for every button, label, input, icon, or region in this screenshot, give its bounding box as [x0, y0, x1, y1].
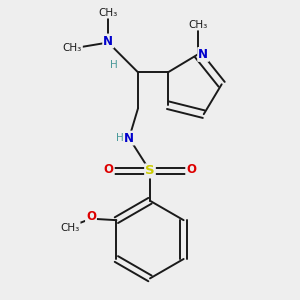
- Text: O: O: [186, 163, 196, 176]
- Text: N: N: [124, 132, 134, 145]
- Text: CH₃: CH₃: [188, 20, 207, 30]
- Text: N: N: [103, 34, 113, 47]
- Text: S: S: [145, 164, 155, 177]
- Text: O: O: [86, 210, 96, 223]
- Text: H: H: [116, 133, 123, 143]
- Text: CH₃: CH₃: [63, 44, 82, 53]
- Text: O: O: [104, 163, 114, 176]
- Text: CH₃: CH₃: [61, 223, 80, 232]
- Text: N: N: [198, 48, 208, 61]
- Text: CH₃: CH₃: [99, 8, 118, 18]
- Text: H: H: [110, 60, 118, 70]
